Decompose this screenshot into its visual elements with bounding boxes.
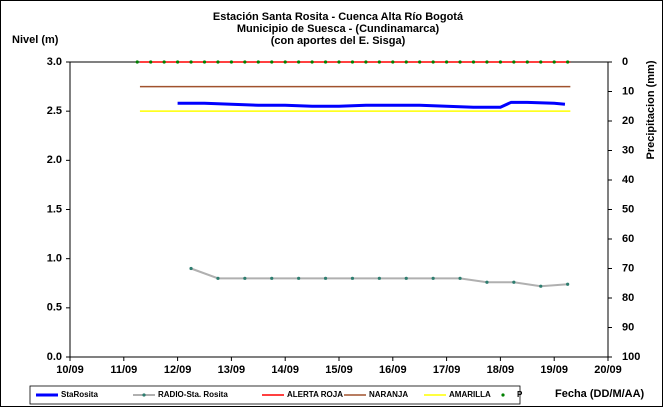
series-marker: [404, 276, 408, 280]
x-tick-label: 18/09: [487, 364, 515, 376]
x-tick-label: 12/09: [164, 364, 192, 376]
chart-title: Municipio de Suesca - (Cundinamarca): [237, 23, 440, 35]
y-tick-label: 2.5: [47, 105, 62, 117]
series-marker: [485, 60, 489, 64]
legend-marker: [501, 393, 505, 397]
x-tick-label: 10/09: [56, 364, 84, 376]
series-marker: [377, 276, 381, 280]
series-marker: [404, 60, 408, 64]
series-marker: [135, 60, 139, 64]
series-marker: [498, 60, 502, 64]
series-marker: [243, 60, 247, 64]
series-marker: [176, 60, 180, 64]
x-tick-label: 11/09: [110, 364, 137, 376]
series-marker: [149, 60, 153, 64]
series-marker: [525, 60, 529, 64]
series-marker: [297, 60, 301, 64]
series-marker: [337, 60, 341, 64]
legend-label: NARANJA: [369, 390, 408, 399]
chart-title: (con aportes del E. Sisga): [271, 35, 406, 47]
series-marker: [283, 60, 287, 64]
y2-tick-label: 20: [622, 115, 634, 127]
series-marker: [323, 60, 328, 64]
series-marker: [350, 276, 355, 280]
y2-tick-label: 30: [622, 144, 634, 156]
series-marker: [539, 284, 543, 288]
x-tick-label: 14/09: [271, 364, 299, 376]
x-tick-label: 20/09: [594, 364, 622, 376]
series-marker: [539, 60, 543, 64]
legend-label: P: [517, 390, 523, 399]
series-marker: [566, 282, 570, 286]
series-marker: [364, 60, 368, 64]
x-tick-label: 15/09: [325, 364, 353, 376]
series-marker: [270, 60, 274, 64]
series-line: [177, 100, 566, 109]
y-axis-label: Nivel (m): [12, 34, 59, 46]
x-axis-label: Fecha (DD/M/AA): [555, 388, 645, 400]
series-marker: [243, 276, 247, 280]
legend-label: AMARILLA: [449, 390, 491, 399]
series-marker: [485, 280, 489, 284]
series-marker: [297, 276, 301, 280]
y2-tick-label: 0: [622, 56, 628, 68]
series-marker: [310, 60, 314, 64]
series-marker: [162, 60, 166, 64]
series-marker: [256, 60, 260, 64]
series-marker: [552, 60, 556, 64]
series-marker: [431, 60, 435, 64]
series-marker: [566, 60, 570, 64]
series-marker: [323, 276, 328, 280]
series-marker: [445, 60, 449, 64]
y-tick-label: 3.0: [47, 56, 62, 68]
series-marker: [512, 280, 516, 284]
series-marker: [418, 60, 422, 64]
series-marker: [471, 60, 476, 64]
series-marker: [270, 276, 274, 280]
legend-marker: [142, 393, 146, 397]
x-tick-label: 16/09: [379, 364, 407, 376]
x-tick-label: 17/09: [433, 364, 461, 376]
series-marker: [189, 266, 193, 271]
series-marker: [189, 60, 193, 64]
chart-title: Estación Santa Rosita - Cuenca Alta Río …: [213, 11, 464, 23]
series-marker: [458, 60, 462, 64]
y2-tick-label: 40: [622, 174, 634, 186]
y-tick-label: 1.0: [47, 253, 62, 265]
y2-axis-label: Precipitacion (mm): [645, 60, 657, 159]
y2-tick-label: 60: [622, 233, 634, 245]
series-marker: [216, 276, 220, 280]
series-marker: [512, 60, 516, 64]
y2-tick-label: 70: [622, 262, 634, 274]
y-tick-label: 0.0: [47, 351, 62, 363]
series-marker: [202, 60, 207, 64]
y-tick-label: 2.0: [47, 154, 62, 166]
y-tick-label: 0.5: [47, 302, 62, 314]
series-marker: [216, 60, 220, 64]
series-marker: [350, 60, 355, 64]
legend-label: RADIO-Sta. Rosita: [158, 390, 228, 399]
series-marker: [391, 60, 395, 64]
x-tick-label: 19/09: [540, 364, 568, 376]
y2-tick-label: 10: [622, 85, 634, 97]
y-tick-label: 1.5: [47, 203, 62, 215]
y2-tick-label: 80: [622, 292, 634, 304]
y2-tick-label: 90: [622, 321, 634, 333]
series-marker: [458, 276, 462, 280]
y2-tick-label: 50: [622, 203, 634, 215]
x-tick-label: 13/09: [218, 364, 246, 376]
legend-label: ALERTA ROJA: [287, 390, 343, 399]
series-marker: [229, 60, 233, 64]
series-marker: [377, 60, 381, 64]
y2-tick-label: 100: [622, 351, 640, 363]
series-marker: [431, 276, 435, 280]
legend-label: StaRosita: [61, 390, 98, 399]
